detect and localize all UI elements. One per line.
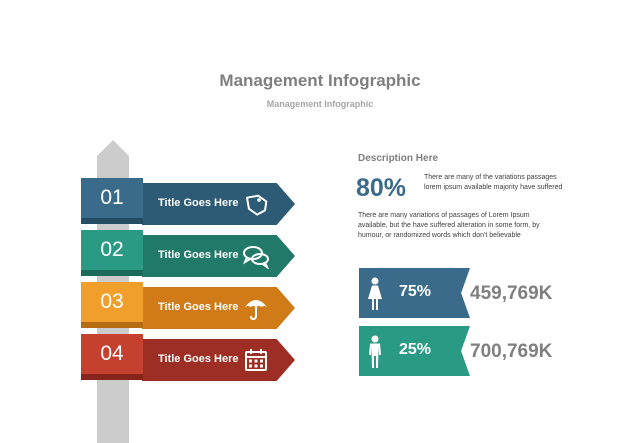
- description-heading: Description Here: [358, 153, 439, 164]
- step-4-fold: [81, 374, 143, 380]
- step-3-fold: [81, 322, 143, 328]
- step-4-title: Title Goes Here: [158, 353, 239, 365]
- calendar-icon: [245, 349, 267, 371]
- stat-1-percent: 75%: [399, 283, 432, 300]
- description-percent: 80%: [356, 174, 407, 202]
- stat-2-percent: 25%: [399, 341, 432, 358]
- description-long-text: There are many variations of passages of…: [358, 212, 540, 239]
- step-1-title: Title Goes Here: [158, 197, 239, 209]
- description-short-text: There are many of the variations passage…: [424, 174, 563, 191]
- step-2-fold: [81, 270, 143, 276]
- stat-1-banner: 75%: [359, 268, 470, 318]
- step-3-title: Title Goes Here: [158, 301, 239, 313]
- step-3-number: 03: [81, 282, 143, 322]
- step-3-sign: Title Goes Here: [142, 287, 295, 329]
- step-1-fold: [81, 218, 143, 224]
- stat-2-banner: 25%: [359, 326, 470, 376]
- tag-icon: [245, 194, 268, 216]
- chat-bubbles-icon: [242, 246, 270, 269]
- step-1-sign: Title Goes Here: [142, 183, 295, 225]
- male-person-icon: [369, 335, 381, 368]
- stat-1-value: 459,769K: [470, 283, 553, 304]
- step-2-sign: Title Goes Here: [142, 235, 295, 277]
- step-2-number: 02: [81, 230, 143, 270]
- page-title: Management Infographic: [219, 71, 421, 90]
- umbrella-icon: [245, 300, 267, 321]
- step-1-number: 01: [81, 178, 143, 218]
- step-2-title: Title Goes Here: [158, 249, 239, 261]
- signpost-arrow-top: [97, 140, 129, 156]
- step-4-sign: Title Goes Here: [142, 339, 295, 381]
- female-person-icon: [368, 277, 382, 310]
- step-4-number: 04: [81, 334, 143, 374]
- page-subtitle: Management Infographic: [266, 99, 374, 109]
- stat-2-value: 700,769K: [470, 341, 553, 362]
